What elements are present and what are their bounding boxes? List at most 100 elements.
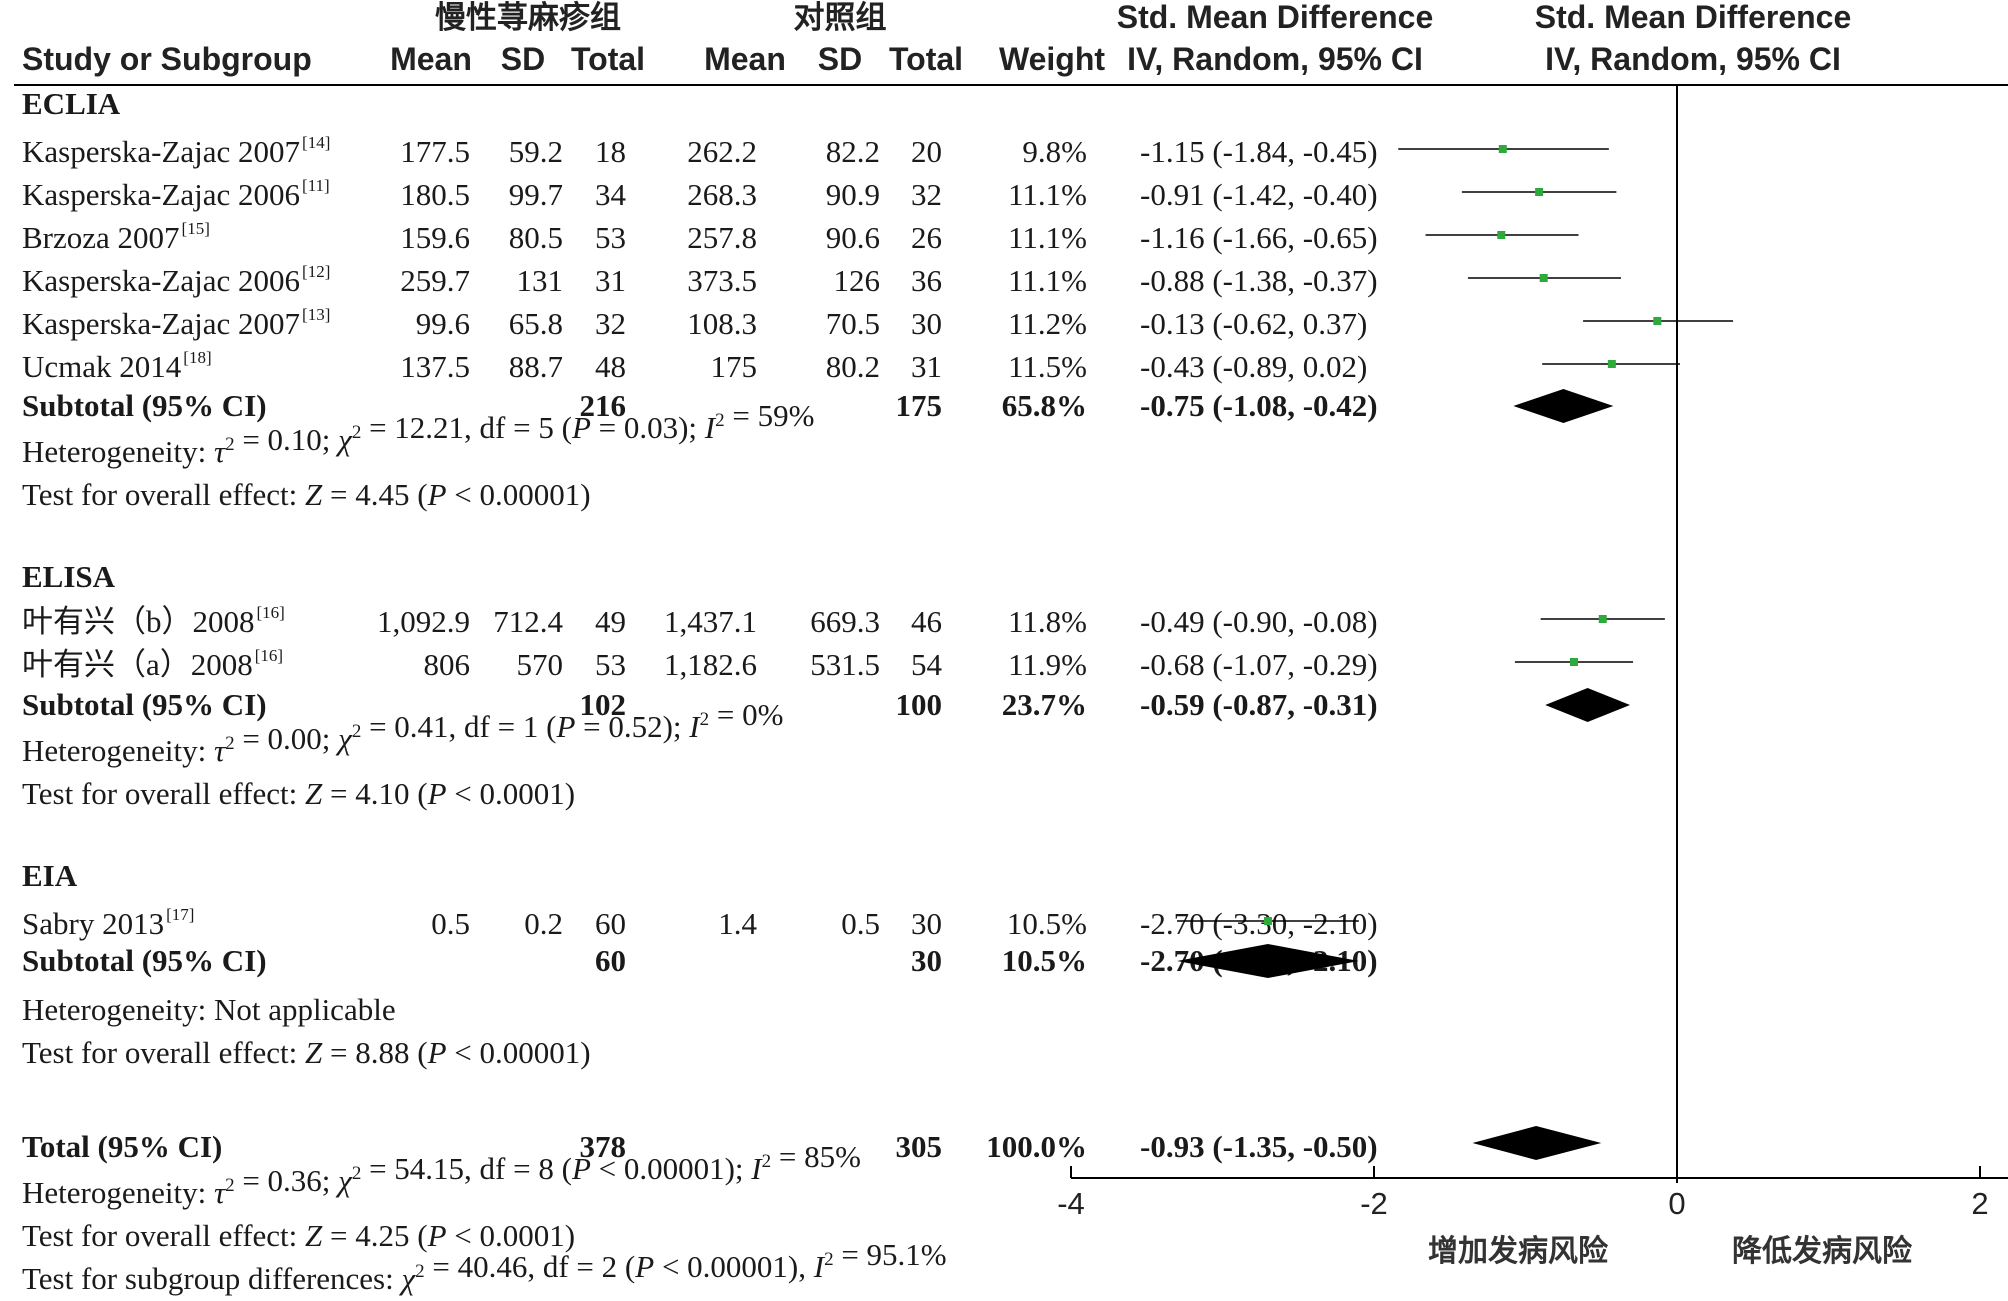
study-row: Kasperska-Zajac 2007 [13] 99.6 65.8 32 108.3 7… <box>22 305 1367 341</box>
n2-cell: 30 <box>911 306 942 341</box>
study-name: Kasperska-Zajac 2006 <box>22 263 300 298</box>
study-column-header: Study or Subgroup <box>22 41 312 77</box>
study-reference: [13] <box>302 305 330 324</box>
subtotal-ci: -0.75 (-1.08, -0.42) <box>1140 388 1378 423</box>
subtotal-weight: 10.5% <box>1002 943 1087 978</box>
weight-cell: 11.1% <box>1008 263 1087 298</box>
study-reference: [11] <box>302 176 330 195</box>
weight-cell: 11.2% <box>1008 306 1087 341</box>
smd-plot-header: Std. Mean Difference <box>1535 0 1852 35</box>
effect-marker <box>1535 188 1544 196</box>
total-row: Total (95% CI) 378 305 100.0% -0.93 (-1.35, … <box>22 1129 1378 1296</box>
mean2-cell: 257.8 <box>687 220 757 255</box>
subtotal-ci: -0.59 (-0.87, -0.31) <box>1140 687 1378 722</box>
mean1-cell: 180.5 <box>400 177 470 212</box>
sd2-cell: 531.5 <box>810 647 880 682</box>
n2-cell: 30 <box>911 906 942 941</box>
subgroup-elisa: ELISA 叶有兴（b）2008 [16] 1,092.9 712.4 49 1,437.1… <box>22 559 1378 811</box>
mean2-cell: 268.3 <box>687 177 757 212</box>
study-row: 叶有兴（a）2008 [16] 806 570 53 1,182.6 531.5 54 11.9… <box>22 646 1378 682</box>
mean1-cell: 806 <box>424 647 471 682</box>
mean1-cell: 99.6 <box>416 306 470 341</box>
mean1-cell: 259.7 <box>400 263 470 298</box>
effect-marker <box>1498 145 1507 153</box>
effect-marker <box>1497 231 1506 239</box>
n2-cell: 36 <box>911 263 942 298</box>
ci-cell: -0.13 (-0.62, 0.37) <box>1140 306 1367 341</box>
overall-effect-text: Test for overall effect: Z = 8.88 (P < 0… <box>22 1035 591 1070</box>
total1-header: Total <box>571 41 645 77</box>
mean2-cell: 108.3 <box>687 306 757 341</box>
n2-cell: 46 <box>911 604 942 639</box>
total-n1: 378 <box>580 1129 627 1164</box>
subtotal-weight: 65.8% <box>1002 388 1087 423</box>
n1-cell: 32 <box>595 306 626 341</box>
mean1-cell: 0.5 <box>431 906 470 941</box>
x-tick-label: 2 <box>1971 1186 1988 1221</box>
ci-cell: -1.15 (-1.84, -0.45) <box>1140 134 1378 169</box>
n1-cell: 31 <box>595 263 626 298</box>
heterogeneity-text: Heterogeneity: Not applicable <box>22 992 396 1027</box>
sd2-cell: 90.6 <box>826 220 880 255</box>
favours-right-label: 降低发病风险 <box>1732 1234 1913 1269</box>
mean1-cell: 1,092.9 <box>377 604 470 639</box>
weight-cell: 11.5% <box>1008 349 1087 384</box>
sd2-cell: 90.9 <box>826 177 880 212</box>
weight-header: Weight <box>999 41 1105 77</box>
study-name: Sabry 2013 <box>22 906 164 941</box>
weight-cell: 11.1% <box>1008 220 1087 255</box>
mean2-cell: 175 <box>711 349 758 384</box>
n1-cell: 53 <box>595 220 626 255</box>
smd-column-header: Std. Mean Difference <box>1117 0 1434 35</box>
study-name: Kasperska-Zajac 2007 <box>22 306 300 341</box>
study-reference: [14] <box>302 133 330 152</box>
study-row: Sabry 2013 [17] 0.5 0.2 60 1.4 0.5 30 10.5% -2.70… <box>22 905 1378 941</box>
weight-cell: 10.5% <box>1007 906 1087 941</box>
ci-cell: -0.91 (-1.42, -0.40) <box>1140 177 1378 212</box>
subtotal-diamond <box>1177 944 1359 978</box>
smd-ci-header: IV, Random, 95% CI <box>1127 41 1423 77</box>
subtotal-n2: 30 <box>911 943 942 978</box>
sd2-cell: 669.3 <box>810 604 880 639</box>
study-row: Kasperska-Zajac 2007 [14] 177.5 59.2 18 262.2… <box>22 133 1378 169</box>
effect-marker <box>1263 917 1272 925</box>
total-weight: 100.0% <box>986 1129 1087 1164</box>
effect-marker <box>1539 274 1548 282</box>
sd2-cell: 126 <box>834 263 881 298</box>
mean2-cell: 1,437.1 <box>664 604 757 639</box>
study-reference: [16] <box>255 646 283 665</box>
sd2-header: SD <box>818 41 862 77</box>
weight-cell: 11.8% <box>1008 604 1087 639</box>
n1-cell: 48 <box>595 349 626 384</box>
study-row: 叶有兴（b）2008 [16] 1,092.9 712.4 49 1,437.1 669.3… <box>22 603 1378 639</box>
ci-cell: -0.88 (-1.38, -0.37) <box>1140 263 1378 298</box>
mean2-cell: 1,182.6 <box>664 647 757 682</box>
subtotal-n1: 60 <box>595 943 626 978</box>
study-reference: [17] <box>166 905 194 924</box>
sd1-cell: 59.2 <box>509 134 563 169</box>
sd1-cell: 131 <box>517 263 564 298</box>
overall-effect-text: Test for overall effect: Z = 4.45 (P < 0… <box>22 477 591 512</box>
subgroup-differences-text: Test for subgroup differences: χ2 = 40.4… <box>22 1237 947 1296</box>
study-name: 叶有兴（b）2008 <box>22 604 255 639</box>
n2-cell: 31 <box>911 349 942 384</box>
total-heterogeneity-text: Heterogeneity: τ2 = 0.36; χ2 = 54.15, df… <box>22 1139 861 1210</box>
study-reference: [12] <box>302 262 330 281</box>
subtotal-row: Subtotal (95% CI) 102 100 23.7% -0.59 (-0.87… <box>22 687 1378 722</box>
subtotal-weight: 23.7% <box>1002 687 1087 722</box>
sd1-cell: 712.4 <box>493 604 563 639</box>
effect-marker <box>1598 615 1607 623</box>
sd1-cell: 99.7 <box>509 177 563 212</box>
mean2-cell: 1.4 <box>718 906 757 941</box>
total2-header: Total <box>889 41 963 77</box>
effect-marker <box>1569 658 1578 666</box>
n2-cell: 20 <box>911 134 942 169</box>
subtotal-n2: 100 <box>896 687 943 722</box>
study-name: 叶有兴（a）2008 <box>22 647 253 682</box>
mean1-cell: 177.5 <box>400 134 470 169</box>
n1-cell: 60 <box>595 906 626 941</box>
x-tick-label: 0 <box>1668 1186 1685 1221</box>
sd2-cell: 82.2 <box>826 134 880 169</box>
